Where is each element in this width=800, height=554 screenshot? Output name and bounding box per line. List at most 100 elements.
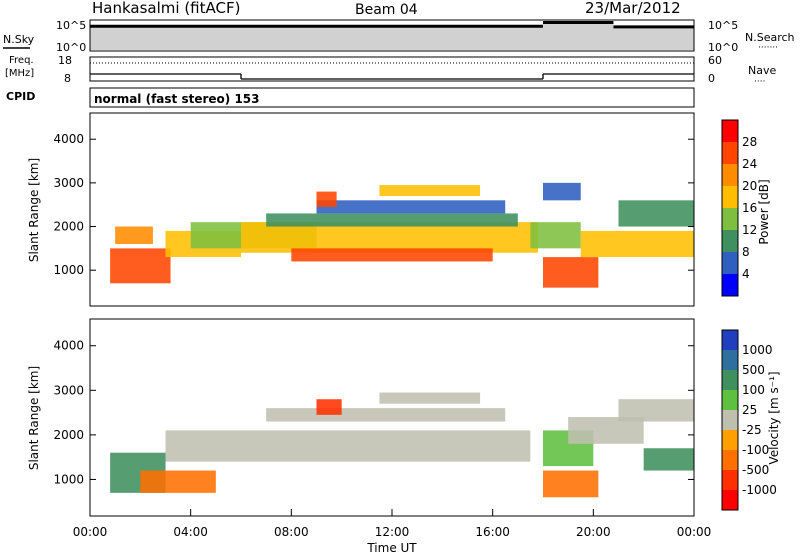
freq-left-tick-top: 18 — [58, 54, 72, 67]
power-colorbar-tick-1: 24 — [742, 157, 757, 171]
x-tick-label-1: 04:00 — [173, 525, 208, 539]
velocity-ytick-label-1: 2000 — [53, 428, 84, 442]
cpid-panel-frame — [89, 87, 695, 108]
velocity-x-axis: 00:00 04:00 08:00 12:00 16:00 20:00 00:00 — [73, 509, 712, 539]
power-y-label: Slant Range [km] — [27, 158, 41, 262]
velocity-colorbar-frame — [721, 329, 739, 511]
velocity-colorbar-tick-0: 1000 — [742, 343, 773, 357]
velocity-band-1 — [140, 470, 216, 493]
velocity-ytick-label-0: 1000 — [53, 472, 84, 486]
power-colorbar-swatch-0 — [722, 120, 738, 142]
power-colorbar-tick-4: 12 — [742, 223, 757, 237]
power-band-8 — [379, 185, 481, 196]
x-tick-label-5: 20:00 — [576, 525, 611, 539]
power-band-0 — [110, 248, 171, 284]
power-band-5 — [291, 248, 493, 262]
nave-legend-dots: ···· — [754, 77, 765, 87]
velocity-ytick-label-2: 3000 — [53, 383, 84, 397]
velocity-y-axis: 1000 2000 3000 4000 — [53, 339, 694, 486]
x-tick-label-6: 00:00 — [677, 525, 712, 539]
noise-left-tick-top: 10^5 — [56, 19, 86, 32]
power-band-1 — [115, 226, 153, 244]
power-colorbar-tick-3: 16 — [742, 201, 757, 215]
velocity-band-2 — [165, 430, 531, 462]
noise-fill-2 — [613, 26, 694, 50]
power-ytick-label-1: 2000 — [53, 220, 84, 234]
power-band-12 — [580, 230, 694, 258]
velocity-colorbar-swatch-4 — [722, 410, 738, 430]
freq-right-tick-top: 60 — [708, 54, 722, 67]
power-band-11 — [530, 222, 581, 249]
velocity-band-10 — [643, 448, 694, 471]
velocity-colorbar-swatch-3 — [722, 390, 738, 410]
power-colorbar-tick-5: 8 — [742, 245, 750, 259]
velocity-colorbar-tick-5: -100 — [742, 443, 769, 457]
x-tick-label-3: 12:00 — [375, 525, 410, 539]
velocity-band-6 — [543, 470, 599, 498]
power-colorbar-swatch-1 — [722, 142, 738, 164]
frequency-panel: 18 8 60 0 Freq. [MHz] Nave ···· — [5, 54, 776, 87]
power-ytick-label-2: 3000 — [53, 176, 84, 190]
frequency-series — [90, 62, 694, 80]
cpid-text: normal (fast stereo) 153 — [94, 92, 260, 106]
frequency-panel-frame — [89, 56, 695, 82]
noise-left-tick-bottom: 10^0 — [56, 41, 86, 54]
noise-fill-0 — [90, 26, 543, 50]
power-colorbar-swatch-5 — [722, 230, 738, 252]
velocity-colorbar-tick-4: -25 — [742, 423, 762, 437]
velocity-colorbar-tick-1: 500 — [742, 363, 765, 377]
velocity-colorbar-swatch-0 — [722, 330, 738, 350]
velocity-colorbar-tick-2: 100 — [742, 383, 765, 397]
freq-label-line2: [MHz] — [5, 68, 34, 79]
power-band-4 — [241, 222, 538, 253]
power-band-14 — [543, 182, 581, 201]
power-colorbar-swatch-7 — [722, 274, 738, 296]
x-axis-title: Time UT — [366, 541, 417, 554]
power-ytick-label-3: 4000 — [53, 132, 84, 146]
cpid-label: CPID — [6, 90, 35, 103]
x-tick-label-0: 00:00 — [73, 525, 108, 539]
x-tick-label-4: 16:00 — [475, 525, 510, 539]
noise-fill-1 — [543, 22, 614, 50]
power-y-axis: 1000 2000 3000 4000 — [53, 132, 694, 277]
x-tick-label-2: 08:00 — [274, 525, 309, 539]
velocity-colorbar-swatch-7 — [722, 470, 738, 490]
power-colorbar-swatch-3 — [722, 186, 738, 208]
beam-title: Beam 04 — [355, 2, 418, 18]
power-colorbar-swatch-6 — [722, 252, 738, 274]
nsearch-legend-dots: ······· — [758, 43, 778, 53]
date-title: 23/Mar/2012 — [585, 0, 681, 17]
noise-series — [90, 20, 694, 50]
velocity-colorbar-tick-6: -500 — [742, 463, 769, 477]
velocity-colorbar-tick-7: -1000 — [742, 483, 777, 497]
power-colorbar-swatch-4 — [722, 208, 738, 230]
power-colorbar: 28 24 20 16 12 8 4 — [721, 119, 757, 297]
power-ytick-label-0: 1000 — [53, 263, 84, 277]
velocity-band-4 — [379, 392, 481, 404]
velocity-colorbar-swatch-1 — [722, 350, 738, 370]
velocity-band-3 — [266, 408, 506, 422]
velocity-band-5 — [316, 399, 342, 415]
velocity-colorbar-swatch-2 — [722, 370, 738, 390]
power-band-13 — [618, 200, 694, 227]
power-heatmap — [110, 182, 694, 288]
velocity-colorbar-swatch-8 — [722, 490, 738, 510]
freq-left-tick-bottom: 8 — [64, 72, 71, 85]
power-colorbar-label: Power [dB] — [757, 179, 771, 244]
power-colorbar-tick-6: 4 — [742, 267, 750, 281]
power-band-10 — [543, 257, 599, 288]
nsky-label: N.Sky — [3, 33, 35, 46]
velocity-panel: 1000 2000 3000 4000 00:00 04:00 08:00 12:00 16:… — [27, 318, 781, 554]
power-panel-frame — [89, 112, 695, 307]
velocity-band-9 — [618, 399, 694, 422]
velocity-heatmap — [110, 392, 694, 498]
noise-panel-frame — [89, 19, 695, 52]
velocity-y-label: Slant Range [km] — [27, 366, 41, 470]
velocity-colorbar-swatch-5 — [722, 430, 738, 450]
freq-right-tick-bottom: 0 — [708, 72, 715, 85]
power-band-6 — [266, 213, 518, 227]
noise-right-tick-bottom: 10^0 — [708, 41, 738, 54]
power-colorbar-tick-2: 20 — [742, 179, 757, 193]
power-panel: 1000 2000 3000 4000 Slant Range [km] 28 24 20… — [27, 112, 771, 307]
